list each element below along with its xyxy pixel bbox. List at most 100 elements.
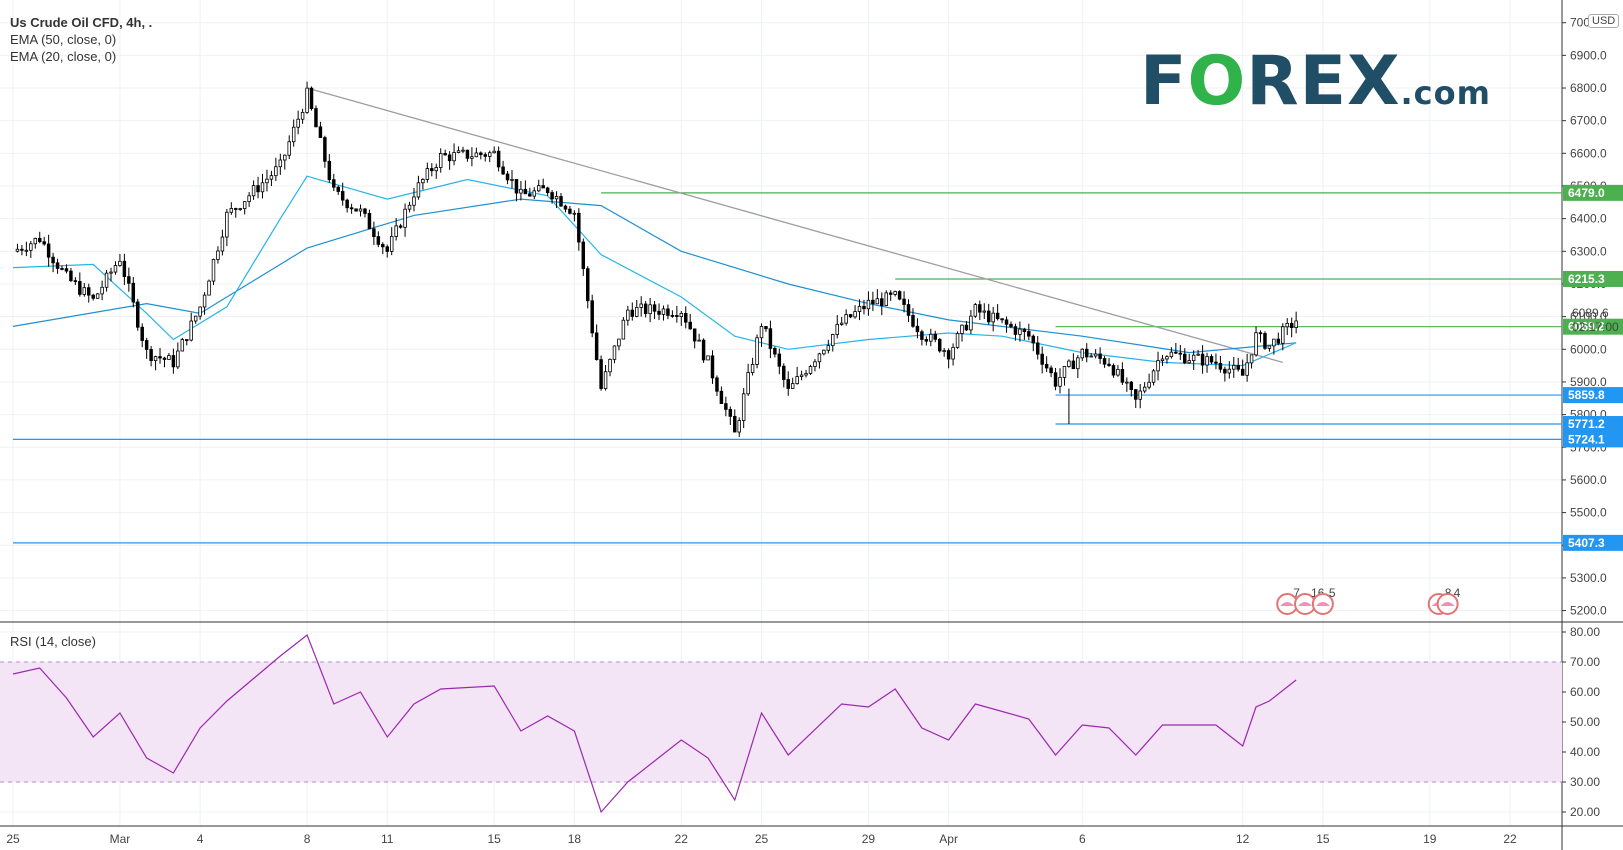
time-tick-label: 19 (1423, 832, 1437, 846)
rsi-tick-label: 30.00 (1570, 775, 1600, 789)
candle-up (1076, 357, 1080, 370)
candle-down (144, 340, 149, 350)
candle-down (363, 208, 367, 214)
level-tag-text-5771.2: 5771.2 (1568, 417, 1605, 431)
candle-up (153, 356, 158, 362)
candle-up (839, 322, 844, 325)
candle-down (1031, 335, 1036, 344)
candle-up (461, 149, 465, 152)
candle-up (394, 225, 398, 237)
candle-down (773, 348, 777, 355)
candle-up (29, 243, 33, 251)
candle-up (416, 182, 421, 198)
candle-down (332, 179, 336, 188)
event-count: 4 (1454, 586, 1461, 600)
candle-up (434, 167, 438, 172)
candle-up (955, 333, 960, 348)
candle-down (1236, 364, 1240, 370)
price-tick-label: 6900.0 (1570, 48, 1607, 62)
candle-down (1044, 363, 1049, 369)
candle-up (635, 307, 639, 317)
candle-up (1142, 386, 1147, 392)
symbol-title[interactable]: Us Crude Oil CFD, 4h, . (10, 15, 153, 30)
candle-up (207, 280, 211, 296)
candle-up (875, 298, 880, 305)
candle-down (652, 304, 657, 312)
candle-down (1183, 353, 1187, 364)
candle-up (639, 303, 643, 308)
candle-down (724, 403, 728, 410)
candle-down (675, 315, 679, 317)
candle-down (1049, 367, 1053, 374)
candle-down (880, 298, 884, 306)
candle-down (131, 282, 136, 303)
candle-up (942, 350, 946, 353)
candle-up (1125, 381, 1129, 384)
candle-up (470, 156, 474, 159)
candle-up (15, 248, 20, 252)
level-tag-text-5724.1: 5724.1 (1568, 432, 1605, 446)
candle-down (372, 228, 376, 237)
candle-down (55, 262, 60, 269)
candle-down (149, 349, 153, 362)
candle-down (586, 268, 590, 302)
currency-badge[interactable]: USD (1588, 14, 1620, 28)
candle-up (247, 195, 251, 203)
price-tick-label: 6700.0 (1570, 114, 1607, 128)
time-tick-label: 25 (755, 832, 769, 846)
candle-up (412, 196, 416, 206)
candle-down (171, 355, 176, 368)
candle-down (336, 186, 340, 192)
candle-down (550, 192, 554, 200)
candle-down (1218, 362, 1223, 370)
event-flag-icon (1280, 602, 1295, 606)
candle-up (857, 305, 862, 312)
ema20-line (12, 175, 1297, 367)
candle-up (1138, 390, 1142, 400)
time-tick-label: 8 (304, 832, 311, 846)
candle-up (291, 126, 296, 143)
level-tag-text-6215.3: 6215.3 (1568, 272, 1605, 286)
candle-up (82, 287, 87, 295)
candle-down (581, 241, 586, 270)
candle-up (100, 286, 104, 295)
candle-down (1022, 328, 1027, 332)
ema50-legend[interactable]: EMA (50, close, 0) (10, 32, 117, 47)
candle-up (113, 265, 118, 273)
candle-down (447, 154, 452, 162)
candle-down (590, 300, 594, 334)
candle-down (318, 126, 323, 138)
candle-down (1174, 351, 1178, 354)
candle-up (603, 371, 608, 389)
ema20-legend[interactable]: EMA (20, close, 0) (10, 49, 117, 64)
candle-down (688, 321, 692, 330)
candle-up (884, 292, 888, 306)
price-tick-label: 6300.0 (1570, 244, 1607, 258)
candle-down (51, 256, 55, 264)
candle-down (376, 236, 381, 245)
candle-down (430, 168, 434, 172)
candle-down (1098, 353, 1102, 359)
candle-down (862, 305, 866, 310)
candle-up (1080, 348, 1085, 359)
candle-down (643, 303, 648, 315)
event-flag-icon (1315, 602, 1330, 606)
candle-down (541, 185, 545, 189)
candle-up (421, 179, 425, 184)
candle-up (813, 361, 817, 367)
ema50-line (12, 198, 1297, 354)
candle-down (701, 339, 706, 361)
candle-up (826, 345, 831, 351)
candle-down (545, 187, 550, 193)
candle-up (118, 260, 122, 266)
candle-down (1178, 352, 1183, 355)
chart-legend: Us Crude Oil CFD, 4h, . EMA (50, close, … (10, 14, 152, 65)
candle-up (617, 338, 621, 347)
price-tick-label: 5600.0 (1570, 473, 1607, 487)
rsi-legend[interactable]: RSI (14, close) (10, 634, 96, 649)
candle-down (888, 292, 893, 295)
candle-down (479, 152, 483, 156)
candle-up (661, 308, 666, 315)
candle-down (906, 304, 911, 316)
